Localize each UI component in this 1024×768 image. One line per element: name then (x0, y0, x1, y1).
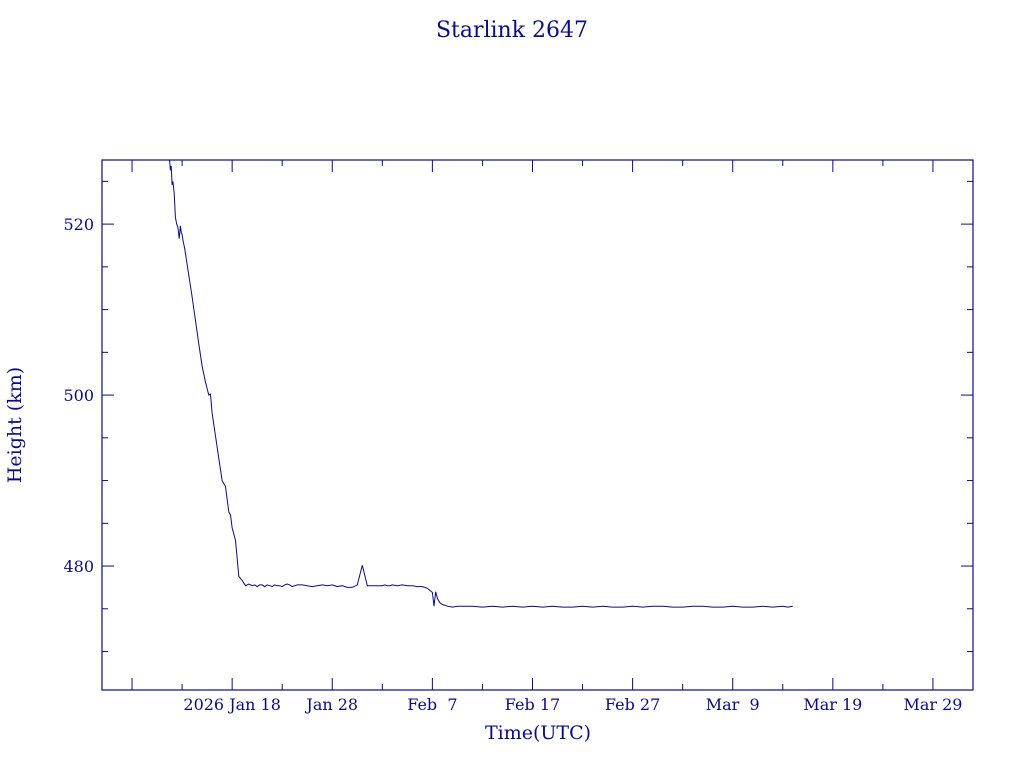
x-tick-label: Feb 7 (407, 695, 457, 714)
y-axis-title: Height (km) (4, 367, 26, 483)
series-layer (169, 160, 793, 608)
x-tick-label: Mar 19 (803, 695, 862, 714)
y-axis-tick-labels: 480 500 520 (63, 215, 94, 576)
x-axis-title: Time(UTC) (485, 722, 591, 744)
chart-title: Starlink 2647 (436, 18, 588, 43)
x-axis-ticks (131, 160, 934, 690)
x-axis-tick-labels: 2026 Jan 18 Jan 28 Feb 7 Feb 17 Feb 27 Mar 9 M… (183, 695, 962, 714)
x-tick-label: 2026 Jan 18 (183, 695, 281, 714)
x-tick-label: Jan 28 (304, 695, 358, 714)
y-tick-label: 520 (63, 215, 94, 234)
x-tick-label: Mar 9 (706, 695, 760, 714)
y-tick-label: 500 (63, 386, 94, 405)
plot-frame (101, 159, 974, 691)
x-tick-label: Feb 27 (605, 695, 660, 714)
series-line (169, 160, 793, 608)
plot-border (101, 159, 974, 691)
y-axis-ticks (102, 180, 973, 653)
y-tick-label: 480 (63, 557, 94, 576)
x-tick-label: Mar 29 (903, 695, 962, 714)
x-tick-label: Feb 17 (505, 695, 560, 714)
